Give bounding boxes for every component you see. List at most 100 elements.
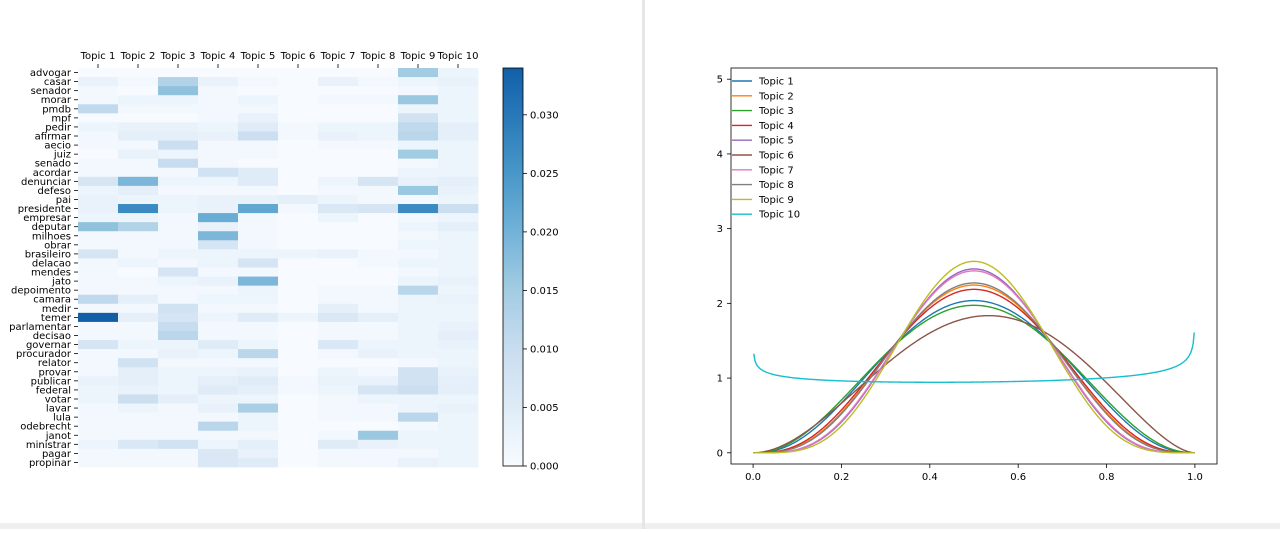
heatmap-cell — [278, 194, 319, 205]
heatmap-row-label: casar — [44, 77, 72, 88]
heatmap-cell — [438, 194, 479, 205]
heatmap-cell — [78, 403, 119, 413]
heatmap-cell — [318, 194, 359, 205]
heatmap-cell — [238, 421, 279, 432]
heatmap-row-label: juiz — [53, 150, 71, 161]
heatmap-cell — [438, 249, 479, 259]
heatmap-cell — [118, 457, 159, 468]
heatmap-cell — [278, 149, 319, 160]
heatmap-cell — [358, 349, 399, 359]
heatmap-cell — [278, 294, 319, 305]
heatmap-cell — [198, 403, 239, 413]
heatmap-row-label: advogar — [30, 68, 72, 79]
legend-label: Topic 8 — [758, 180, 794, 191]
heatmap-row-label: afirmar — [35, 132, 72, 143]
heatmap-cell — [278, 321, 319, 332]
heatmap-cell — [398, 77, 439, 87]
heatmap-cell — [278, 222, 319, 232]
heatmap-cell — [78, 122, 119, 132]
heatmap-cell — [78, 149, 119, 160]
heatmap-cell — [278, 358, 319, 368]
heatmap-cell — [438, 285, 479, 296]
heatmap-cell — [398, 95, 439, 105]
heatmap-cell — [438, 349, 479, 359]
heatmap-cell — [318, 448, 359, 459]
heatmap-cell — [398, 457, 439, 468]
heatmap-cell — [318, 376, 359, 386]
heatmap-cell — [238, 303, 279, 314]
heatmap-cell — [438, 86, 479, 96]
heatmap-cell — [118, 194, 159, 205]
heatmap-cell — [398, 448, 439, 459]
heatmap-cell — [278, 376, 319, 386]
heatmap-cell — [318, 421, 359, 432]
heatmap-cell — [438, 185, 479, 196]
heatmap-cell — [158, 303, 199, 314]
heatmap-cell — [158, 340, 199, 350]
heatmap-cell — [78, 104, 119, 114]
heatmap-cell — [118, 367, 159, 377]
heatmap-cell — [398, 321, 439, 332]
heatmap-cell — [438, 448, 479, 459]
heatmap-cell — [358, 285, 399, 296]
heatmap-cell — [238, 412, 279, 423]
heatmap-cell — [238, 122, 279, 132]
heatmap-cell — [358, 122, 399, 132]
heatmap-row-label: deputar — [32, 222, 72, 233]
heatmap-cell — [78, 412, 119, 423]
heatmap-cell — [158, 231, 199, 241]
heatmap-cell — [278, 430, 319, 441]
heatmap-cell — [278, 439, 319, 450]
series-line — [753, 299, 1195, 454]
heatmap-cell — [358, 194, 399, 205]
heatmap-cell — [438, 267, 479, 277]
heatmap-cell — [398, 176, 439, 187]
heatmap-cell — [118, 249, 159, 259]
heatmap-cell — [278, 367, 319, 377]
heatmap-cell — [358, 394, 399, 404]
heatmap-cell — [158, 267, 199, 277]
heatmap-row-label: brasileiro — [25, 249, 71, 260]
heatmap-cell — [238, 240, 279, 250]
heatmap-cell — [118, 412, 159, 423]
heatmap-cell — [118, 231, 159, 241]
heatmap-cell — [78, 185, 119, 196]
figure-toolbar-right[interactable] — [645, 523, 1280, 529]
heatmap-cell — [198, 95, 239, 105]
heatmap-cell — [438, 340, 479, 350]
heatmap-row-label: jato — [51, 277, 71, 288]
heatmap-cell — [118, 303, 159, 314]
heatmap-cell — [198, 367, 239, 377]
heatmap-row-label: temer — [41, 313, 72, 324]
colorbar-tick-label: 0.030 — [530, 110, 559, 121]
heatmap-cell — [118, 122, 159, 132]
heatmap-cell — [118, 167, 159, 178]
heatmap-cell — [158, 185, 199, 196]
heatmap-row-label: acordar — [33, 168, 72, 179]
heatmap-cell — [158, 176, 199, 187]
heatmap-cell — [278, 104, 319, 114]
heatmap-cell — [78, 303, 119, 314]
heatmap-cell — [278, 249, 319, 259]
heatmap-cell — [318, 394, 359, 404]
heatmap-cell — [118, 312, 159, 323]
heatmap-cell — [158, 258, 199, 268]
figure-toolbar-left[interactable] — [0, 523, 642, 529]
heatmap-cell — [438, 149, 479, 160]
panel-divider[interactable] — [642, 0, 645, 529]
heatmap-cell — [238, 158, 279, 169]
heatmap-cell — [318, 330, 359, 341]
heatmap-cell — [198, 140, 239, 151]
heatmap-cell — [398, 421, 439, 432]
heatmap-cell — [278, 77, 319, 87]
heatmap-cell — [438, 222, 479, 232]
heatmap-cell — [398, 240, 439, 250]
heatmap-cell — [238, 249, 279, 259]
heatmap-row-label: defeso — [37, 186, 71, 197]
heatmap-cell — [198, 312, 239, 323]
heatmap-cell — [278, 167, 319, 178]
heatmap-cell — [318, 158, 359, 169]
heatmap-cell — [158, 367, 199, 377]
heatmap-cell — [398, 158, 439, 169]
heatmap-cell — [78, 349, 119, 359]
